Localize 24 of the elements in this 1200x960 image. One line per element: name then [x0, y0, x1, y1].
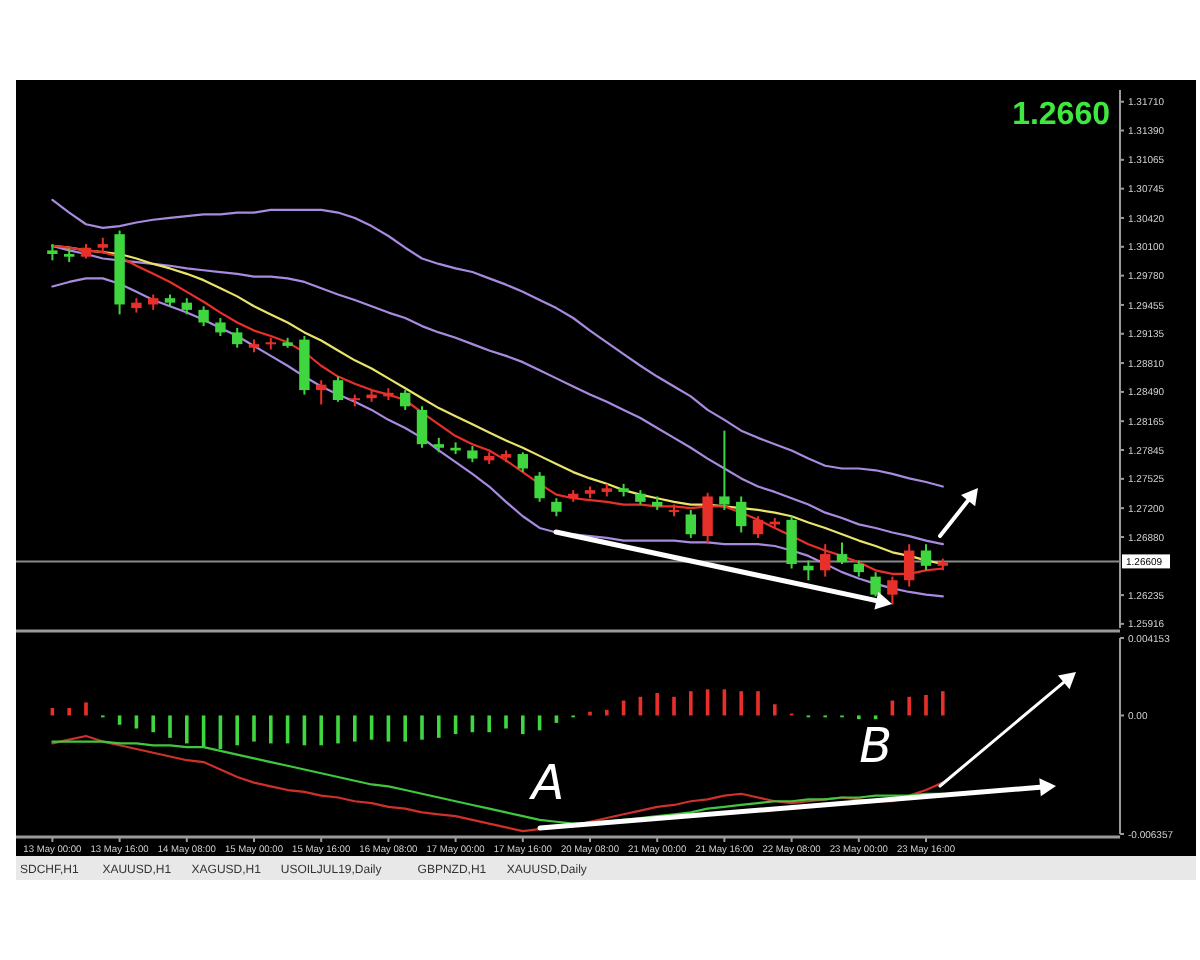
candlestick — [685, 508, 696, 539]
candlestick — [551, 497, 562, 518]
candlestick — [702, 491, 713, 546]
candlestick — [803, 559, 814, 582]
line-series — [51, 198, 944, 488]
candlestick — [400, 389, 411, 411]
candlestick — [215, 317, 226, 338]
text: 1.2660 — [1012, 98, 1111, 132]
candlestick — [719, 429, 730, 511]
annotation: A — [527, 755, 565, 812]
candlestick — [232, 326, 243, 349]
candlestick — [517, 451, 528, 474]
candlestick — [920, 543, 932, 572]
candlestick — [752, 515, 764, 539]
candlestick — [870, 571, 881, 598]
candlestick — [332, 375, 344, 403]
candlestick — [736, 495, 747, 534]
annotation: B — [859, 718, 893, 775]
candlestick — [836, 541, 848, 566]
candlestick — [786, 515, 797, 570]
candlestick — [416, 405, 428, 449]
candlestick — [534, 471, 545, 503]
line-series — [51, 277, 944, 598]
candlestick — [198, 305, 209, 328]
